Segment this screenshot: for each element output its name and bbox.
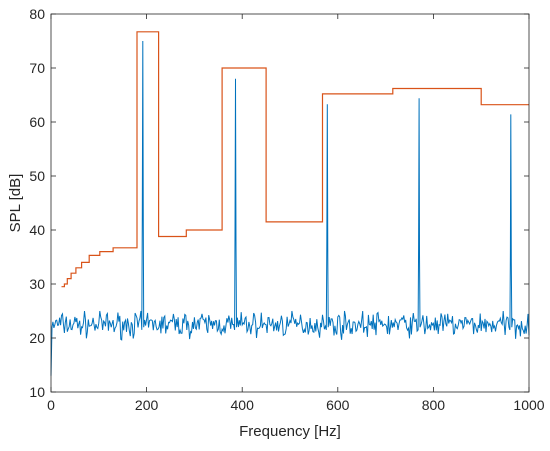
y-tick-label: 60: [29, 114, 45, 130]
x-tick-label: 400: [231, 397, 255, 413]
y-tick-label: 80: [29, 6, 45, 22]
x-tick-label: 1000: [513, 397, 544, 413]
y-tick-label: 50: [29, 168, 45, 184]
y-tick-label: 10: [29, 384, 45, 400]
spectrum-line: [50, 40, 530, 376]
y-tick-label: 40: [29, 222, 45, 238]
x-axis-label: Frequency [Hz]: [239, 423, 341, 440]
x-tick-label: 600: [326, 397, 350, 413]
y-tick-label: 70: [29, 60, 45, 76]
plot-area: [51, 14, 529, 392]
y-tick-label: 30: [29, 276, 45, 292]
y-tick-label: 20: [29, 330, 45, 346]
threshold-line: [61, 31, 529, 288]
x-tick-label: 800: [422, 397, 446, 413]
series-layer: [50, 31, 530, 376]
axes-box: [50, 13, 530, 393]
y-axis-label: SPL [dB]: [7, 174, 24, 233]
x-tick-label: 0: [47, 397, 55, 413]
x-tick-label: 200: [135, 397, 159, 413]
axes-layer: 0 200 400 600 800 1000 10 20 30 40 50 60 70 80: [29, 6, 544, 413]
